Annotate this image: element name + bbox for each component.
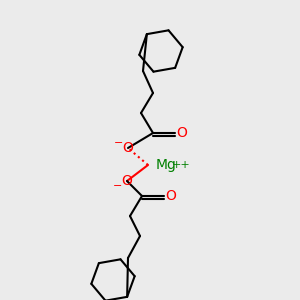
Text: −: − xyxy=(113,181,123,191)
Text: O: O xyxy=(166,189,176,203)
Text: ++: ++ xyxy=(172,160,191,170)
Text: Mg: Mg xyxy=(156,158,177,172)
Text: O: O xyxy=(177,126,188,140)
Text: O: O xyxy=(122,174,132,188)
Text: O: O xyxy=(123,141,134,155)
Text: −: − xyxy=(114,138,124,148)
